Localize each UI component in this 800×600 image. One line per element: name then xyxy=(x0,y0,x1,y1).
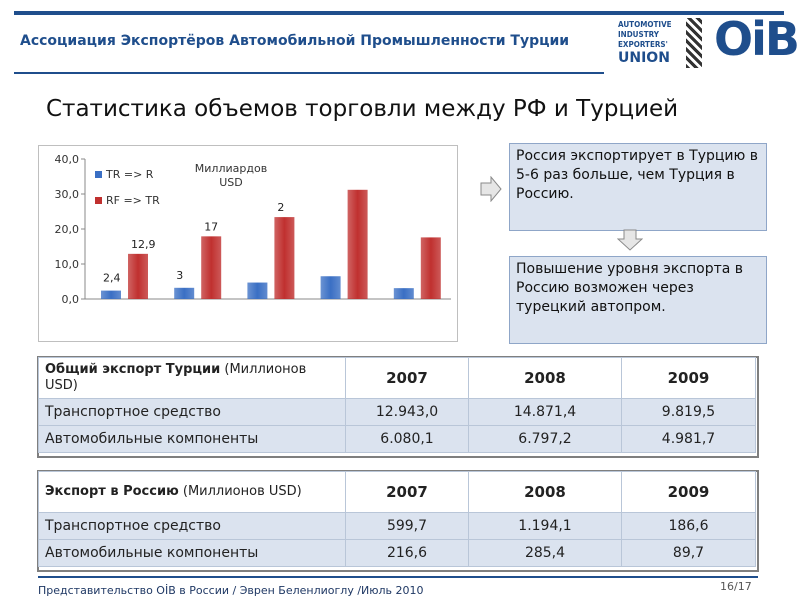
bar-rf-to-tr xyxy=(128,253,148,299)
row-label: Автомобильные компоненты xyxy=(38,539,346,567)
legend-label: TR => R xyxy=(105,168,154,181)
table-title-bold: Экспорт в Россию xyxy=(45,484,179,499)
logo-text: AUTOMOTIVE INDUSTRY EXPORTERS' xyxy=(618,20,672,50)
y-tick-label: 30,0 xyxy=(55,188,80,201)
y-tick-label: 0,0 xyxy=(62,293,80,306)
table-cell: 186,6 xyxy=(621,512,756,540)
table-row: Транспортное средство 599,7 1.194,1 186,… xyxy=(38,512,756,540)
year-header: 2009 xyxy=(621,357,756,399)
logo-mark: OiB xyxy=(714,12,800,66)
trade-chart: 0,0 10,0 20,0 30,0 40,0 2,4 3 12,9 17 2 Миллиардов… xyxy=(38,145,458,342)
year-header: 2009 xyxy=(621,471,756,513)
table-row: Транспортное средство 12.943,0 14.871,4 … xyxy=(38,398,756,426)
row-label: Транспортное средство xyxy=(38,512,346,540)
russia-export-table: Экспорт в Россию (Миллионов USD) 2007 20… xyxy=(38,471,756,567)
data-label: 3 xyxy=(176,269,183,282)
bar-rf-to-tr xyxy=(274,217,295,299)
year-header: 2007 xyxy=(345,471,469,513)
table-row: Автомобильные компоненты 216,6 285,4 89,… xyxy=(38,539,756,567)
table-cell: 285,4 xyxy=(468,539,622,567)
logo-line-3: EXPORTERS' xyxy=(618,40,668,49)
callout-export-ratio: Россия экспортирует в Турцию в 5-6 раз б… xyxy=(509,143,767,231)
y-tick-label: 20,0 xyxy=(55,223,80,236)
association-title: Ассоциация Экспортёров Автомобильной Про… xyxy=(20,33,570,49)
bar-tr-to-r xyxy=(174,287,195,299)
table-cell: 599,7 xyxy=(345,512,469,540)
trade-chart-svg: 0,0 10,0 20,0 30,0 40,0 2,4 3 12,9 17 2 Миллиардов… xyxy=(55,153,451,306)
table-cell: 12.943,0 xyxy=(345,398,469,426)
oib-logo: AUTOMOTIVE INDUSTRY EXPORTERS' UNION OiB xyxy=(618,12,800,68)
y-tick-label: 10,0 xyxy=(55,258,80,271)
y-tick-label: 40,0 xyxy=(55,153,80,166)
legend-swatch xyxy=(95,197,102,204)
chart-title: Миллиардов xyxy=(195,162,267,175)
bar-tr-to-r xyxy=(247,282,268,299)
data-label: 17 xyxy=(204,220,218,233)
table-cell: 4.981,7 xyxy=(621,425,756,453)
legend-label: RF => TR xyxy=(106,194,160,207)
data-label: 12,9 xyxy=(131,238,156,251)
data-label: 2,4 xyxy=(103,272,121,285)
logo-line-1: AUTOMOTIVE xyxy=(618,20,672,29)
table-title-unit: (Миллионов USD) xyxy=(178,484,302,499)
footer-text: Представительство OİB в России / Эврен Б… xyxy=(38,584,424,597)
callout-export-growth: Повышение уровня экспорта в Россию возмо… xyxy=(509,256,767,344)
turkey-export-table: Общий экспорт Турции (Миллионов USD) 200… xyxy=(38,357,756,453)
logo-union: UNION xyxy=(618,50,670,66)
header-bottom-rule xyxy=(14,72,604,74)
table-title-unit: (Миллионов USD) xyxy=(45,362,307,393)
header-top-rule xyxy=(14,11,784,15)
table-cell: 1.194,1 xyxy=(468,512,622,540)
table-cell: 14.871,4 xyxy=(468,398,622,426)
table-cell: 9.819,5 xyxy=(621,398,756,426)
logo-stripe xyxy=(686,18,702,68)
bar-tr-to-r xyxy=(393,288,414,299)
bar-rf-to-tr xyxy=(201,236,222,299)
data-label: 2 xyxy=(277,201,284,214)
chart-title: USD xyxy=(219,176,243,189)
year-header: 2008 xyxy=(468,357,622,399)
bar-rf-to-tr xyxy=(347,189,368,299)
row-label: Транспортное средство xyxy=(38,398,346,426)
legend-swatch xyxy=(95,171,102,178)
table-cell: 216,6 xyxy=(345,539,469,567)
footer-rule xyxy=(38,576,758,578)
table-title-cell: Общий экспорт Турции (Миллионов USD) xyxy=(38,357,346,399)
year-header: 2008 xyxy=(468,471,622,513)
bar-tr-to-r xyxy=(101,290,121,299)
table-header-row: Экспорт в Россию (Миллионов USD) 2007 20… xyxy=(38,471,756,513)
bar-tr-to-r xyxy=(320,276,341,299)
right-arrow-icon xyxy=(480,176,502,202)
table-header-row: Общий экспорт Турции (Миллионов USD) 200… xyxy=(38,357,756,399)
logo-line-2: INDUSTRY xyxy=(618,30,659,39)
bar-rf-to-tr xyxy=(420,237,441,299)
page-number: 16/17 xyxy=(720,580,752,593)
table-cell: 89,7 xyxy=(621,539,756,567)
table-row: Автомобильные компоненты 6.080,1 6.797,2… xyxy=(38,425,756,453)
page-title: Статистика объемов торговли между РФ и Т… xyxy=(46,96,679,122)
row-label: Автомобильные компоненты xyxy=(38,425,346,453)
table-cell: 6.080,1 xyxy=(345,425,469,453)
table-cell: 6.797,2 xyxy=(468,425,622,453)
table-title-bold: Общий экспорт Турции xyxy=(45,362,221,377)
down-arrow-icon xyxy=(617,229,643,251)
table-title-cell: Экспорт в Россию (Миллионов USD) xyxy=(38,471,346,513)
year-header: 2007 xyxy=(345,357,469,399)
